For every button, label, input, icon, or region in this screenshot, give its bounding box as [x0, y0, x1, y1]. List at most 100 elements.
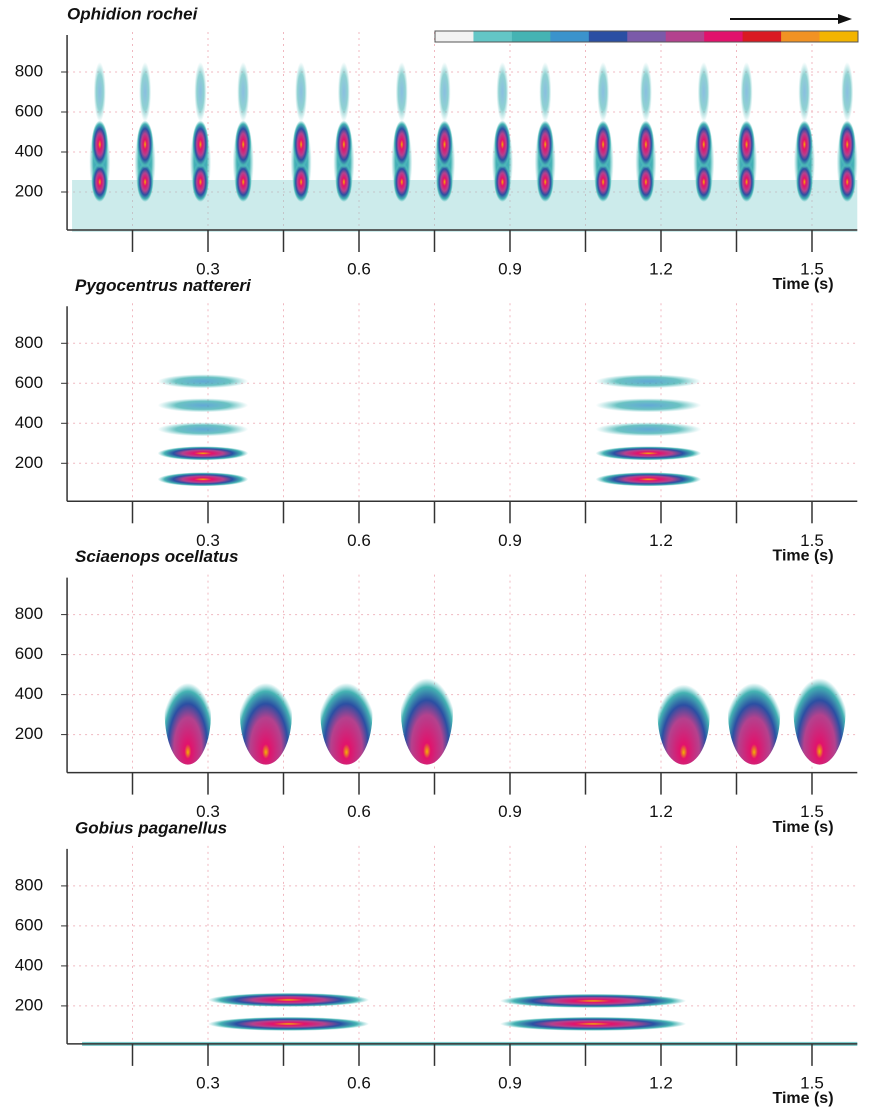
pulse-plume	[139, 62, 152, 122]
x-axis-label: Time (s)	[772, 276, 833, 293]
x-tick-label: 1.5	[800, 531, 824, 550]
pulse-plume	[496, 62, 509, 122]
y-tick-label: 800	[15, 61, 43, 80]
x-tick-label: 1.2	[649, 259, 673, 278]
panel-title: Gobius paganellus	[75, 818, 227, 837]
pulse-core	[594, 120, 612, 169]
x-tick-label: 0.9	[498, 1073, 522, 1092]
pulse-plume	[337, 62, 350, 122]
pulse-core	[695, 162, 713, 202]
colorscale-swatch	[473, 31, 513, 42]
colorscale-frame	[434, 30, 859, 43]
x-tick-label: 1.2	[649, 802, 673, 821]
x-tick-label: 1.5	[800, 259, 824, 278]
harmonic	[157, 472, 249, 487]
pulse-core	[796, 120, 813, 169]
colorscale-swatch	[742, 31, 782, 42]
pulse-plume	[237, 62, 250, 122]
x-tick-label: 0.3	[196, 259, 220, 278]
pulse-core	[637, 162, 655, 202]
pulse-plume	[194, 62, 207, 122]
pulse	[320, 662, 373, 765]
pulse-plume	[798, 62, 811, 122]
harmonic	[207, 992, 370, 1007]
pulse-core	[335, 120, 353, 169]
harmonic	[207, 1016, 370, 1031]
pulse-plume	[597, 62, 610, 122]
pulse-core	[91, 120, 109, 169]
harmonic	[499, 993, 687, 1008]
x-axis-label: Time (s)	[772, 1090, 833, 1107]
colorscale-swatch	[550, 31, 590, 42]
y-tick-label: 800	[15, 333, 43, 352]
y-tick-label: 200	[15, 453, 43, 472]
x-tick-label: 0.9	[498, 531, 522, 550]
pulse-core	[494, 162, 511, 202]
x-tick-label: 0.3	[196, 802, 220, 821]
colorscale-swatch	[704, 31, 744, 42]
colorscale-swatch	[627, 31, 667, 42]
x-tick-label: 1.2	[649, 1073, 673, 1092]
colorscale-swatch	[819, 31, 859, 42]
pulse-core	[292, 120, 310, 169]
panel-title: Ophidion rochei	[67, 4, 199, 23]
pulse-core	[192, 162, 209, 202]
colorscale-swatch	[435, 31, 474, 42]
pulse-plume	[539, 62, 552, 122]
pulse	[400, 656, 453, 765]
harmonic	[157, 398, 249, 413]
pulse	[728, 662, 781, 765]
pulse-core	[91, 162, 109, 202]
pulse-core	[838, 120, 856, 169]
pulse-plume	[93, 62, 106, 122]
y-tick-label: 600	[15, 915, 43, 934]
pulse-core	[738, 120, 755, 169]
colorscale-swatch	[665, 31, 705, 42]
harmonic	[157, 446, 249, 461]
pulse-core	[536, 120, 554, 169]
pulse-core	[594, 162, 612, 202]
pulse-core	[436, 162, 453, 202]
colorscale-swatch	[781, 31, 821, 42]
x-tick-label: 0.6	[347, 259, 371, 278]
x-tick-label: 0.6	[347, 802, 371, 821]
pulse-core	[292, 162, 310, 202]
y-tick-label: 200	[15, 995, 43, 1014]
pulse	[793, 656, 846, 765]
y-tick-label: 600	[15, 101, 43, 120]
x-tick-label: 0.6	[347, 1073, 371, 1092]
pulse-plume	[295, 62, 308, 122]
pulse-core	[637, 120, 655, 169]
x-axis-label: Time (s)	[772, 819, 833, 836]
y-tick-label: 600	[15, 373, 43, 392]
pulse-core	[436, 120, 453, 169]
x-tick-label: 1.2	[649, 531, 673, 550]
pulse-core	[393, 162, 411, 202]
y-tick-label: 800	[15, 604, 43, 623]
pulse-core	[695, 120, 713, 169]
y-tick-label: 400	[15, 141, 43, 160]
pulse-core	[234, 120, 252, 169]
pulse-core	[136, 162, 154, 202]
harmonic	[499, 1016, 687, 1031]
harmonic	[157, 422, 249, 437]
y-tick-label: 400	[15, 684, 43, 703]
pulse-core	[536, 162, 554, 202]
x-tick-label: 1.5	[800, 1073, 824, 1092]
pulse-core	[136, 120, 154, 169]
pulse	[239, 662, 292, 765]
y-tick-label: 400	[15, 413, 43, 432]
pulse-core	[494, 120, 511, 169]
pulse-core	[192, 120, 209, 169]
pulse-plume	[697, 62, 710, 122]
y-tick-label: 400	[15, 955, 43, 974]
colorscale-swatch	[511, 31, 551, 42]
y-tick-label: 200	[15, 724, 43, 743]
x-tick-label: 0.9	[498, 802, 522, 821]
pulse-plume	[841, 62, 854, 122]
